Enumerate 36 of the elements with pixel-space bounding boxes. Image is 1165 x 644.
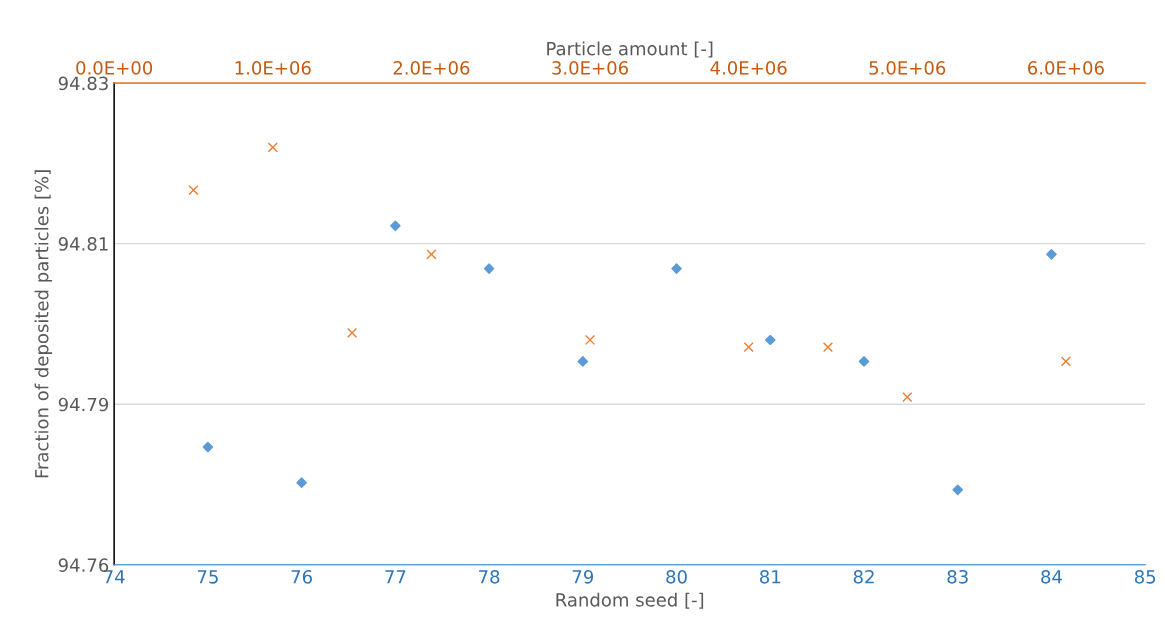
x2-tick-label: 0.0E+00 [76,61,153,75]
x2-tick-label: 4.0E+06 [710,61,787,75]
x-tick-label: 84 [1041,569,1062,584]
point [296,477,307,489]
x2-tick-label: 5.0E+06 [869,61,946,75]
y-tick-label: 94.76 [58,558,109,572]
point [577,356,589,367]
point [483,263,495,274]
point [764,334,776,346]
x-axis-title: Random seed [-] [556,592,704,609]
x-tick-label: 83 [947,569,968,584]
x2-tick-label: 2.0E+06 [393,61,470,75]
x2-tick-label: 3.0E+06 [552,61,628,75]
x-tick-label: 78 [479,569,500,584]
x2-tick-label: 1.0E+06 [235,61,311,75]
x2-tick-label: 6.0E+06 [1028,61,1104,75]
y-axis-title: Fraction of deposited particles [%] [34,170,53,478]
point [202,441,214,453]
x-tick-label: 76 [291,569,312,584]
x-tick-label: 75 [197,570,218,584]
point [671,263,682,274]
x-tick-label: 82 [853,569,874,584]
x-tick-label: 85 [1134,569,1156,584]
x-tick-label: 74 [104,570,125,584]
x-tick-label: 79 [572,569,594,584]
point [952,484,964,496]
point [1046,249,1057,260]
point [858,356,870,367]
x2-axis-title: Particle amount [-] [547,41,713,58]
x-tick-label: 81 [760,569,781,584]
y-tick-label: 94.79 [58,397,109,412]
x-tick-label: 77 [385,570,406,584]
x-tick-label: 80 [666,569,687,584]
point [390,220,401,232]
y-tick-label: 94.81 [58,237,108,251]
y-tick-label: 94.83 [58,76,108,91]
